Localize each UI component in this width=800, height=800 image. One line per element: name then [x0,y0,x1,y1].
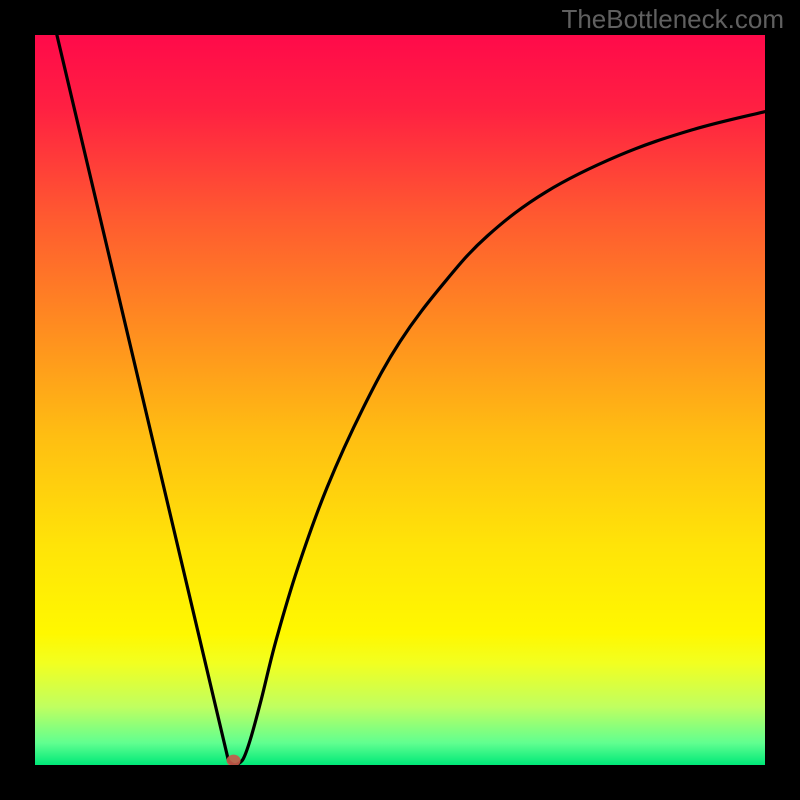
plot-area [35,35,765,765]
watermark-text: TheBottleneck.com [561,4,784,35]
bottleneck-curve [35,35,765,765]
